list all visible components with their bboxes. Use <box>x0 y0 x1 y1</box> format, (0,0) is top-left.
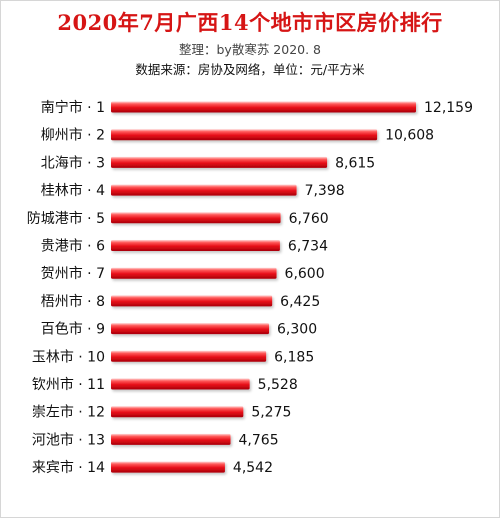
bar <box>111 240 280 251</box>
category-label: 河池市 · 13 <box>32 431 105 448</box>
category-label: 贵港市 · 6 <box>41 238 105 255</box>
category-label: 梧州市 · 8 <box>41 293 105 310</box>
category-label: 桂林市 · 4 <box>41 182 105 199</box>
bar <box>111 129 378 141</box>
category-label: 防城港市 · 5 <box>27 210 105 227</box>
category-label: 钦州市 · 11 <box>32 376 105 393</box>
bar <box>111 184 297 196</box>
category-label: 玉林市 · 10 <box>32 348 105 365</box>
value-label: 6,734 <box>288 239 328 255</box>
category-label: 北海市 · 3 <box>41 154 105 171</box>
bar <box>111 350 267 362</box>
bar <box>111 295 273 307</box>
category-label: 百色市 · 9 <box>41 321 105 338</box>
value-label: 5,275 <box>251 405 291 421</box>
bar <box>111 101 416 113</box>
chart-subtitle: 整理：by散寒苏 2020. 8 <box>178 42 322 57</box>
bar <box>111 461 225 473</box>
data-source-note: 数据来源：房协及网络，单位：元/平方米 <box>135 62 365 77</box>
value-label: 5,528 <box>258 377 298 393</box>
value-label: 6,300 <box>277 322 317 338</box>
value-label: 8,615 <box>335 155 375 171</box>
value-label: 10,608 <box>385 128 434 144</box>
category-label: 崇左市 · 12 <box>32 404 105 421</box>
bar <box>111 267 277 279</box>
value-label: 7,398 <box>305 183 345 199</box>
category-label: 来宾市 · 14 <box>32 459 105 476</box>
category-label: 南宁市 · 1 <box>41 99 105 116</box>
bar <box>111 212 281 224</box>
value-label: 6,760 <box>289 211 329 227</box>
value-label: 6,185 <box>274 349 314 365</box>
category-label: 柳州市 · 2 <box>41 127 105 144</box>
bar <box>111 323 270 335</box>
bar <box>111 378 250 390</box>
bar <box>111 406 244 418</box>
value-label: 12,159 <box>424 100 473 116</box>
bar <box>111 433 231 445</box>
bar <box>111 156 328 168</box>
category-label: 贺州市 · 7 <box>41 265 105 282</box>
value-label: 4,542 <box>233 460 273 476</box>
value-label: 6,600 <box>285 266 325 282</box>
chart-title: 2020年7月广西14个地市市区房价排行 <box>57 10 443 35</box>
value-label: 6,425 <box>280 294 320 310</box>
value-label: 4,765 <box>239 432 279 448</box>
